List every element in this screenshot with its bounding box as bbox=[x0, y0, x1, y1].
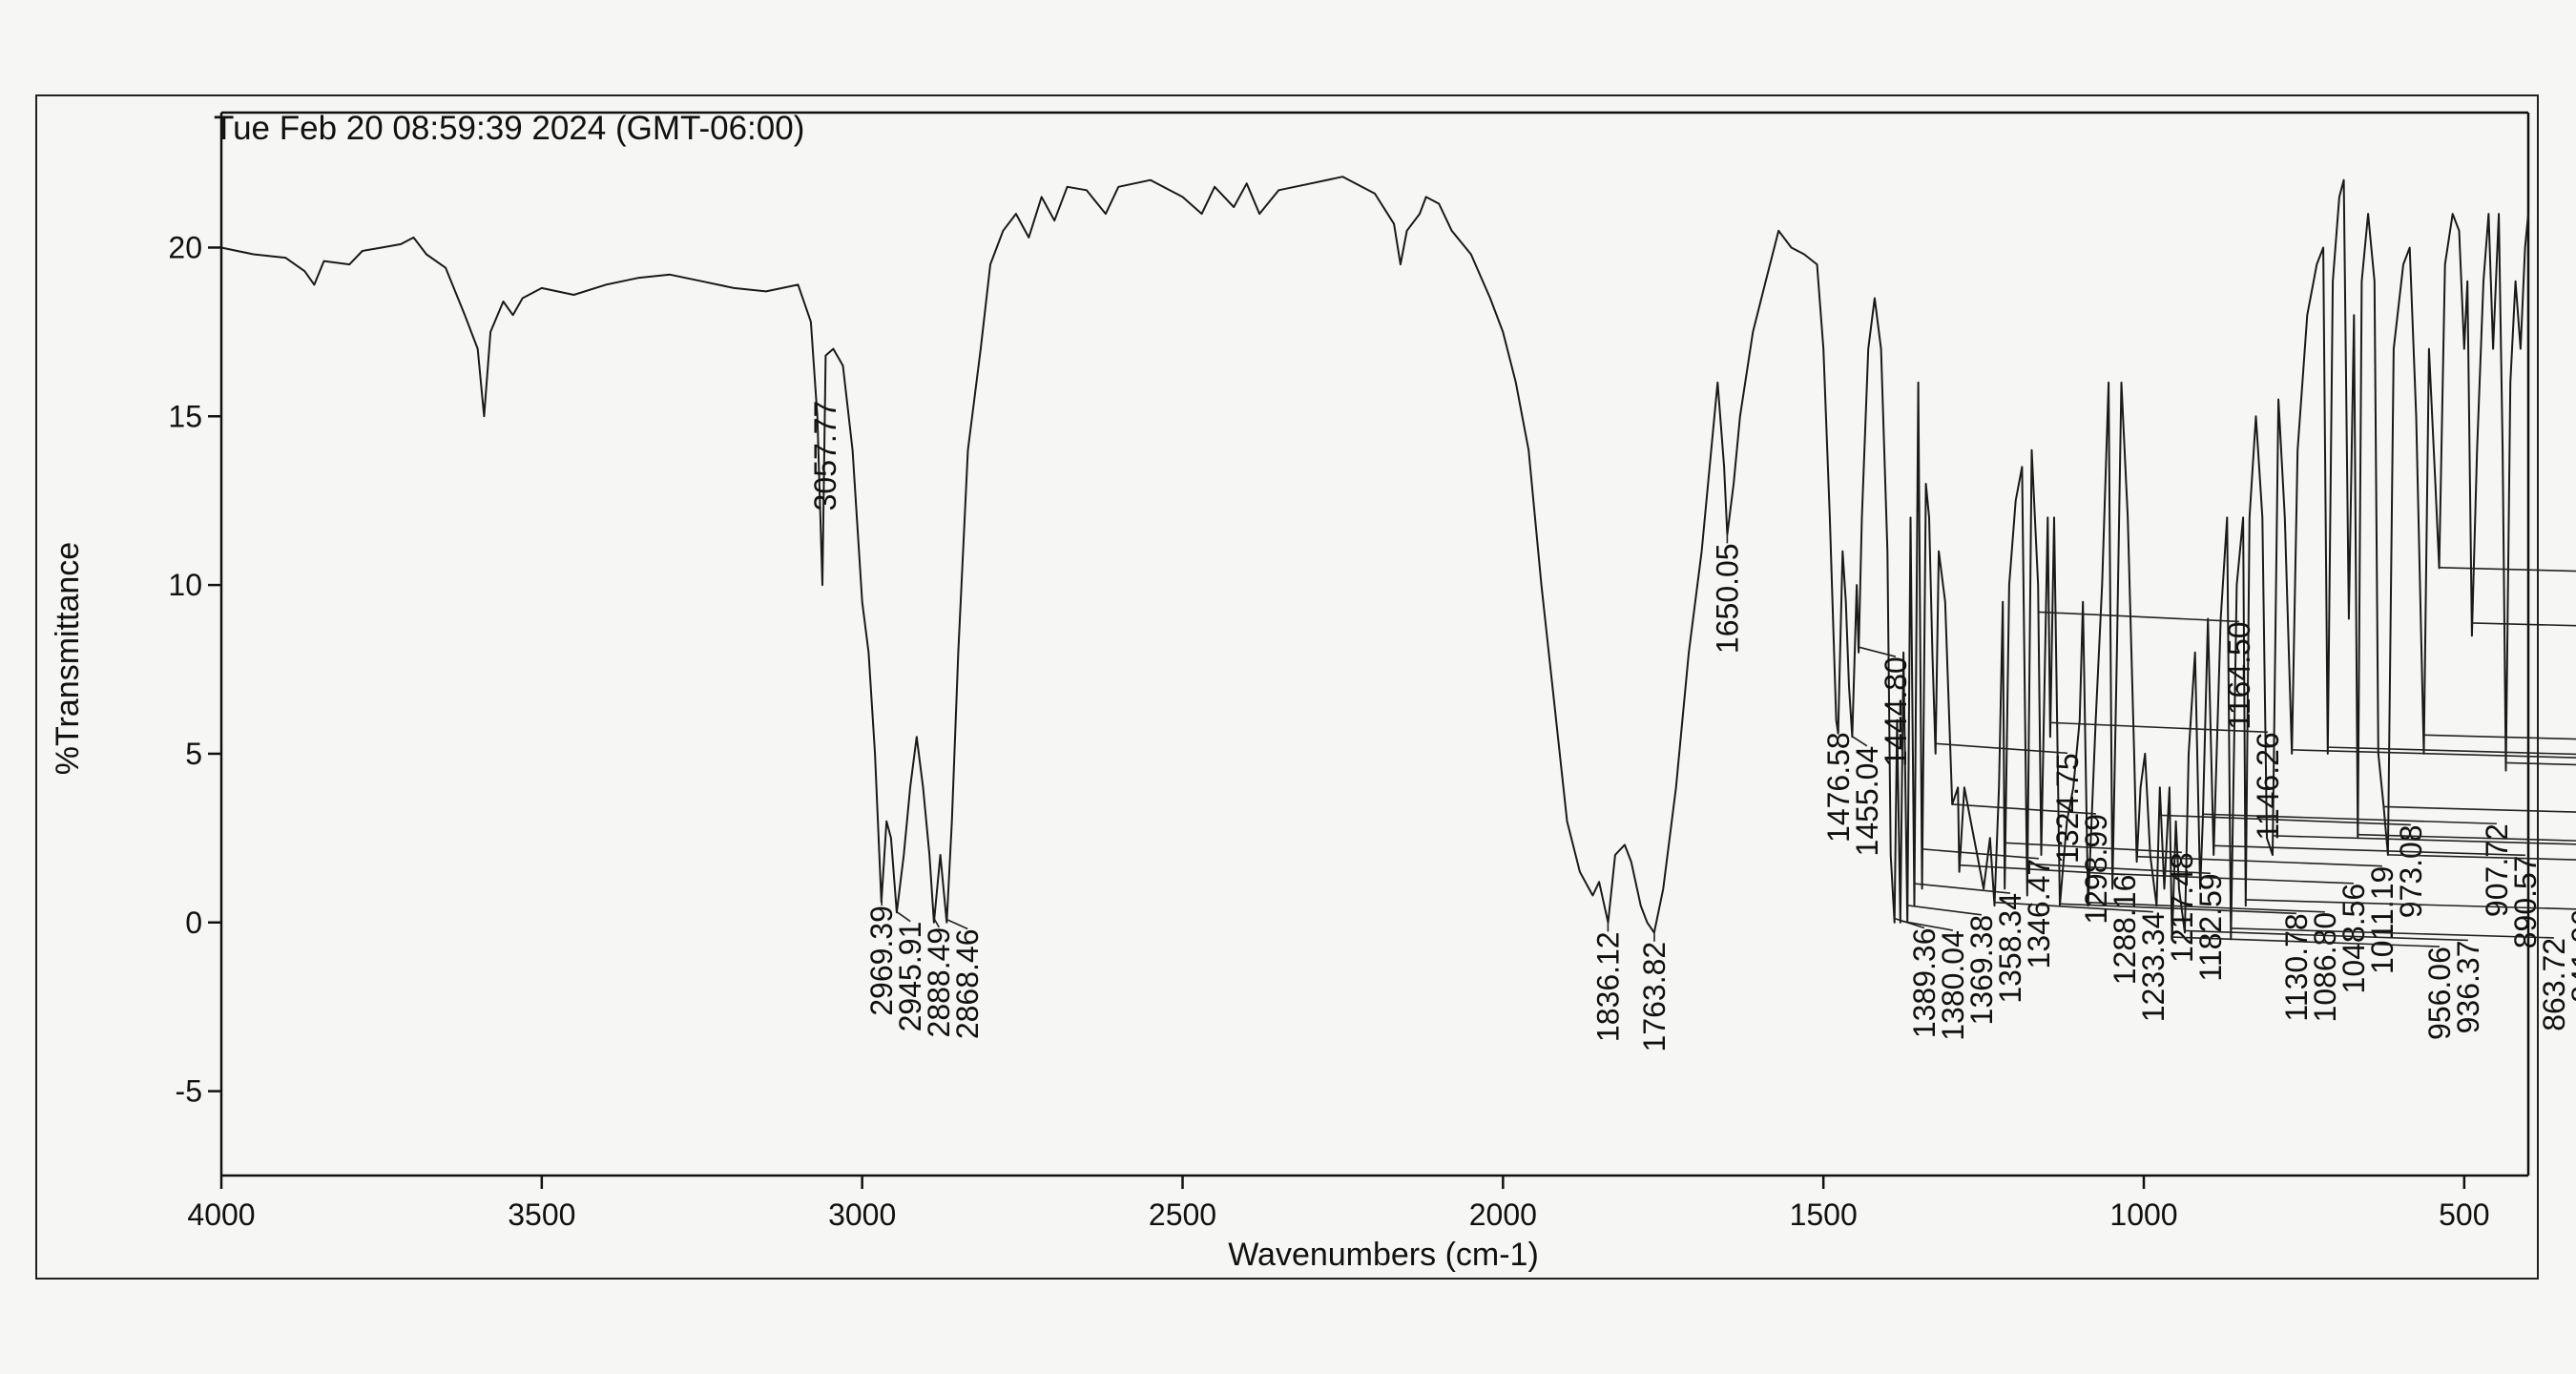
peak-label: 863.72 bbox=[2537, 938, 2571, 1031]
peak-label: 2888.49 bbox=[922, 927, 956, 1038]
x-tick-label: 2000 bbox=[1469, 1197, 1537, 1232]
peak-leader-line bbox=[1994, 901, 2153, 913]
peak-label: 1650.05 bbox=[1710, 543, 1744, 654]
peak-label: 1358.34 bbox=[1993, 893, 2027, 1004]
peak-leader-line bbox=[1851, 736, 1868, 747]
peak-label: 1011.19 bbox=[2365, 866, 2399, 974]
peak-label: 1380.04 bbox=[1936, 930, 1970, 1041]
peak-leader-line bbox=[1959, 864, 2125, 876]
x-tick-label: 500 bbox=[2439, 1197, 2489, 1232]
peak-label: 1182.59 bbox=[2193, 873, 2228, 981]
x-tick-label: 1500 bbox=[1790, 1197, 1858, 1232]
timestamp-label: Tue Feb 20 08:59:39 2024 (GMT-06:00) bbox=[214, 110, 804, 147]
peak-label: 1288.16 bbox=[2108, 875, 2142, 986]
peak-leader-line bbox=[2136, 855, 2382, 867]
peak-leader-line bbox=[2060, 903, 2296, 915]
x-tick-label: 1000 bbox=[2109, 1197, 2177, 1232]
peak-label: 936.37 bbox=[2451, 941, 2485, 1034]
peak-leader-line bbox=[1900, 920, 1954, 931]
peak-label: 3057.77 bbox=[808, 401, 842, 511]
y-axis-label: %Transmittance bbox=[50, 542, 86, 775]
peak-label: 1444.80 bbox=[1879, 656, 1913, 767]
peak-label: 1164.50 bbox=[2222, 621, 2256, 729]
peak-label: 1389.36 bbox=[1907, 928, 1942, 1039]
y-tick-label: 20 bbox=[168, 230, 202, 264]
peak-label: 1233.34 bbox=[2136, 912, 2171, 1023]
outer-frame bbox=[35, 94, 2539, 1280]
peak-leader-line bbox=[2161, 814, 2411, 826]
peak-leader-line bbox=[1922, 848, 2039, 860]
peak-leader-line bbox=[1859, 646, 1897, 657]
peak-leader-line bbox=[2439, 567, 2576, 572]
peak-label: 2945.91 bbox=[893, 922, 927, 1032]
peak-leader-line bbox=[2026, 863, 2211, 875]
peak-label: 1130.78 bbox=[2279, 913, 2314, 1021]
y-tick-label: -5 bbox=[176, 1074, 202, 1109]
peak-leader-line bbox=[1906, 905, 1982, 916]
peak-label: 1763.82 bbox=[1637, 942, 1672, 1052]
y-tick-label: 5 bbox=[185, 737, 202, 771]
x-axis-ticks: 4000 3500 3000 2500 2000 1500 1000 500 bbox=[187, 1176, 2490, 1232]
peak-label: 1346.47 bbox=[2022, 859, 2056, 969]
peak-leader-line bbox=[2292, 749, 2576, 759]
y-axis-ticks: -5 0 5 10 15 20 bbox=[168, 230, 221, 1109]
peak-leader-line bbox=[2038, 611, 2239, 623]
x-tick-label: 3000 bbox=[828, 1197, 896, 1232]
x-axis-label: Wavenumbers (cm-1) bbox=[1228, 1237, 1539, 1273]
peak-leader-line bbox=[2245, 899, 2576, 910]
peak-leader-line bbox=[2327, 746, 2576, 756]
peak-label: 1369.38 bbox=[1964, 915, 1999, 1026]
peak-leader-line bbox=[2231, 927, 2554, 939]
peak-label: 1836.12 bbox=[1590, 931, 1625, 1042]
peak-leader-line bbox=[896, 911, 911, 923]
peak-leader-line bbox=[2049, 721, 2268, 734]
peak-label: 2868.46 bbox=[950, 929, 985, 1040]
y-tick-label: 15 bbox=[168, 399, 202, 433]
peak-leader-line bbox=[2387, 854, 2576, 861]
peak-leader-line bbox=[1952, 803, 2096, 815]
peak-leader-line bbox=[1935, 742, 2067, 755]
peak-label: 1146.26 bbox=[2251, 732, 2285, 840]
peak-label: 1476.58 bbox=[1821, 732, 1856, 843]
peak-leader-line bbox=[2202, 813, 2497, 825]
peak-leader-line bbox=[1914, 883, 2010, 894]
peak-leader-line bbox=[2273, 835, 2576, 845]
peak-label: 841.06 bbox=[2566, 909, 2576, 1003]
peak-label: 890.57 bbox=[2508, 855, 2543, 948]
peak-leader-line bbox=[2088, 902, 2325, 913]
y-tick-label: 10 bbox=[168, 568, 202, 602]
peak-label: 1455.04 bbox=[1850, 746, 1884, 857]
peak-leader-line bbox=[2471, 622, 2576, 627]
y-tick-label: 0 bbox=[185, 906, 202, 940]
peak-label: 956.06 bbox=[2422, 947, 2457, 1040]
peak-leader-line bbox=[2112, 873, 2354, 885]
peak-leader-line bbox=[932, 917, 940, 928]
peak-leader-line bbox=[2213, 844, 2525, 857]
peak-leader-line bbox=[2004, 842, 2182, 854]
peak-leader-line bbox=[2423, 734, 2576, 740]
plot-area: 4000 3500 3000 2500 2000 1500 1000 500 -5 0 5 10 15… bbox=[168, 111, 2576, 1232]
peak-label: 2969.39 bbox=[864, 906, 899, 1016]
x-tick-label: 3500 bbox=[508, 1197, 575, 1232]
peak-leader-line bbox=[2383, 805, 2576, 813]
peak-leader-line bbox=[2184, 929, 2468, 942]
peak-leader-line bbox=[945, 918, 968, 930]
peak-leader-line bbox=[2171, 936, 2440, 947]
x-tick-label: 2500 bbox=[1149, 1197, 1216, 1232]
peak-leader-line bbox=[2505, 761, 2576, 766]
spectrum-line bbox=[220, 176, 2529, 941]
peak-leader-line bbox=[2358, 833, 2576, 842]
x-tick-label: 4000 bbox=[187, 1197, 255, 1232]
